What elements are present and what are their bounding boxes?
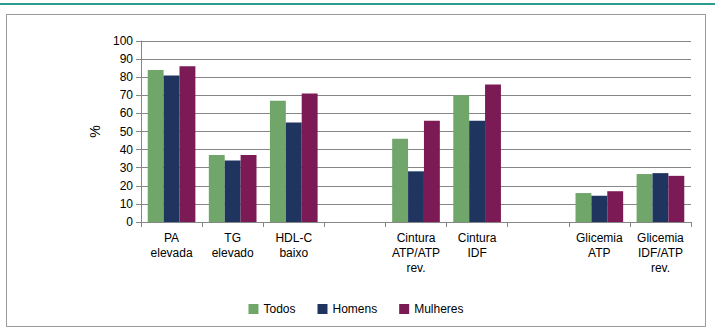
svg-text:20: 20 bbox=[120, 179, 134, 193]
svg-text:50: 50 bbox=[120, 125, 134, 139]
svg-text:rev.: rev. bbox=[406, 261, 425, 275]
svg-text:40: 40 bbox=[120, 143, 134, 157]
svg-text:rev.: rev. bbox=[651, 261, 670, 275]
svg-text:PA: PA bbox=[164, 231, 179, 245]
svg-text:IDF/ATP: IDF/ATP bbox=[638, 246, 683, 260]
svg-text:elevado: elevado bbox=[212, 246, 254, 260]
svg-text:80: 80 bbox=[120, 70, 134, 84]
svg-text:Cintura: Cintura bbox=[397, 231, 436, 245]
svg-text:ATP: ATP bbox=[588, 246, 610, 260]
svg-text:Homens: Homens bbox=[332, 302, 377, 316]
svg-text:baixo: baixo bbox=[279, 246, 308, 260]
svg-text:TG: TG bbox=[224, 231, 241, 245]
svg-text:70: 70 bbox=[120, 88, 134, 102]
svg-text:100: 100 bbox=[113, 34, 133, 48]
svg-text:30: 30 bbox=[120, 161, 134, 175]
svg-text:ATP/ATP: ATP/ATP bbox=[392, 246, 440, 260]
svg-text:Glicemia: Glicemia bbox=[637, 231, 684, 245]
svg-text:60: 60 bbox=[120, 106, 134, 120]
svg-text:Todos: Todos bbox=[263, 302, 295, 316]
svg-text:HDL-C: HDL-C bbox=[275, 231, 312, 245]
svg-text:elevada: elevada bbox=[151, 246, 193, 260]
svg-text:Glicemia: Glicemia bbox=[576, 231, 623, 245]
svg-text:0: 0 bbox=[126, 215, 133, 229]
svg-text:IDF: IDF bbox=[467, 246, 486, 260]
svg-text:Mulheres: Mulheres bbox=[414, 302, 463, 316]
svg-text:10: 10 bbox=[120, 197, 134, 211]
svg-text:90: 90 bbox=[120, 52, 134, 66]
svg-text:Cintura: Cintura bbox=[458, 231, 497, 245]
svg-text:%: % bbox=[87, 125, 103, 137]
